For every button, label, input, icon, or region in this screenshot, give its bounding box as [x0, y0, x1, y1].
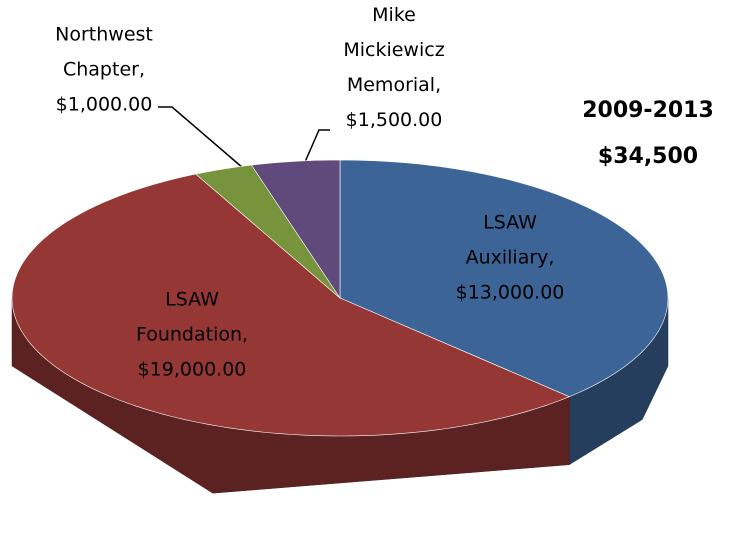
slice-value: $1,500.00	[345, 109, 443, 131]
slice-category: LSAW Auxiliary	[466, 206, 555, 276]
slice-category: LSAW Foundation	[136, 283, 248, 353]
slice-category: Northwest Chapter	[55, 18, 153, 88]
slice	[11, 173, 571, 437]
slice-value: $19,000.00	[137, 358, 247, 381]
data-label: Mike Mickiewicz Memorial $1,500.00	[343, 0, 444, 138]
data-label: LSAW Foundation $19,000.00	[136, 283, 248, 388]
slice-category: Mike Mickiewicz Memorial	[343, 0, 444, 103]
slice-value: $13,000.00	[455, 281, 565, 304]
slice	[250, 159, 341, 299]
slice	[195, 164, 341, 299]
leader-line	[158, 106, 244, 169]
slice	[339, 159, 669, 398]
leader-line	[304, 129, 330, 163]
pie	[11, 159, 669, 494]
chart-subtitle: $34,500	[597, 144, 699, 169]
chart-title: 2009-2013	[582, 98, 714, 123]
slice-value: $1,000.00	[55, 93, 153, 116]
data-label: Northwest Chapter $1,000.00	[55, 18, 153, 123]
data-label: LSAW Auxiliary $13,000.00	[456, 206, 565, 311]
